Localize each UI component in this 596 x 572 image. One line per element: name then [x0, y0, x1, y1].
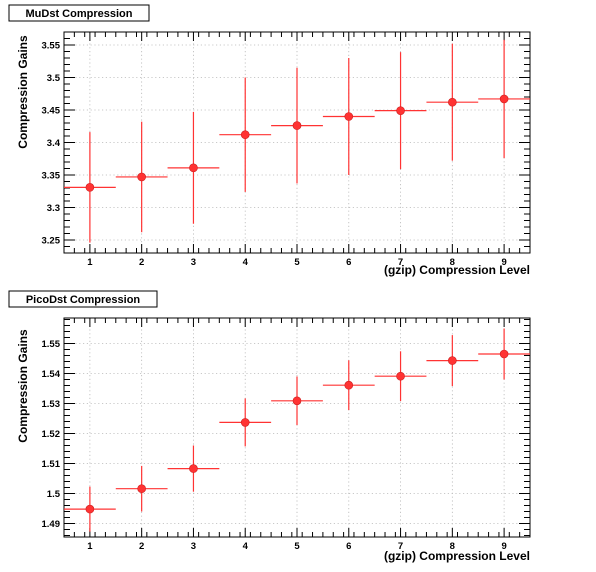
- mudst-compression-panel: 3.25 3.3 3.35 3.4 3.45 3.5 3.55 1 2 3 4 5 6 7 8 9 MuDs…: [8, 4, 531, 277]
- y-tick-label: 3.4: [47, 138, 61, 149]
- x-tick-label: 9: [501, 257, 506, 268]
- x-axis-title: (gzip) Compression Level: [384, 549, 530, 563]
- axis-ticks: [63, 31, 531, 253]
- y-tick-label: 1.54: [42, 369, 61, 380]
- x-tick-label: 8: [450, 541, 455, 552]
- y-tick-label: 1.53: [42, 399, 61, 410]
- data-point: [189, 163, 198, 173]
- data-point: [240, 130, 250, 139]
- chart-title: MuDst Compression: [26, 8, 133, 20]
- data-point: [448, 356, 457, 365]
- y-tick-label: 3.55: [42, 41, 61, 52]
- data-point: [137, 172, 146, 182]
- y-tick-label: 3.5: [47, 73, 61, 84]
- data-point: [292, 121, 302, 130]
- y-axis-title: Compression Gains: [16, 35, 30, 149]
- data-point: [137, 484, 146, 494]
- data-point: [344, 380, 354, 390]
- x-tick-label: 3: [191, 257, 196, 268]
- x-tick-label: 4: [243, 257, 249, 268]
- x-tick-label: 1: [87, 541, 93, 552]
- picodst-compression-panel: 1.49 1.5 1.51 1.52 1.53 1.54 1.55 1 2 3 4 5 6 7 8 9 Pi…: [8, 290, 531, 563]
- data-point: [396, 371, 405, 381]
- data-points: [64, 39, 530, 243]
- x-tick-label: 4: [243, 541, 249, 552]
- data-point: [292, 396, 302, 406]
- axis-ticks: [63, 318, 531, 537]
- x-tick-label: 6: [346, 541, 351, 552]
- x-tick-label: 5: [294, 257, 300, 268]
- chart-title: PicoDst Compression: [26, 294, 141, 306]
- data-point: [448, 97, 457, 107]
- data-point: [240, 418, 250, 427]
- chart-title-box: [8, 4, 150, 22]
- x-tick-label: 8: [450, 257, 455, 268]
- x-tick-labels: 1 2 3 4 5 6 7 8 9: [87, 257, 507, 268]
- y-tick-label: 3.35: [42, 171, 61, 182]
- x-tick-label: 3: [191, 541, 196, 552]
- x-tick-label: 1: [87, 257, 93, 268]
- data-point: [499, 94, 509, 104]
- x-tick-label: 9: [501, 541, 506, 552]
- y-tick-label: 1.52: [42, 429, 61, 440]
- y-tick-label: 3.3: [47, 203, 60, 214]
- data-points: [64, 328, 530, 532]
- y-tick-label: 3.45: [42, 106, 61, 117]
- y-tick-label: 1.51: [42, 459, 61, 470]
- y-tick-labels: 3.25 3.3 3.35 3.4 3.45 3.5 3.55: [42, 41, 61, 247]
- x-tick-label: 2: [139, 257, 144, 268]
- grid-lines: [64, 318, 530, 537]
- data-point: [344, 112, 354, 121]
- x-tick-label: 7: [398, 541, 403, 552]
- x-axis-title: (gzip) Compression Level: [384, 263, 530, 277]
- data-point: [85, 504, 95, 514]
- x-tick-label: 7: [398, 257, 403, 268]
- y-tick-label: 3.25: [42, 236, 61, 247]
- plot-frame: [63, 317, 531, 538]
- y-tick-labels: 1.49 1.5 1.51 1.52 1.53 1.54 1.55: [42, 339, 61, 530]
- x-tick-labels: 1 2 3 4 5 6 7 8 9: [87, 541, 507, 552]
- y-tick-label: 1.55: [42, 339, 61, 350]
- data-point: [499, 349, 509, 359]
- chart-title-box: [8, 290, 158, 308]
- data-point: [396, 106, 405, 115]
- data-point: [189, 464, 198, 473]
- data-point: [85, 183, 95, 192]
- y-tick-label: 1.5: [47, 489, 61, 500]
- x-tick-label: 2: [139, 541, 144, 552]
- y-axis-title: Compression Gains: [16, 329, 30, 443]
- y-tick-label: 1.49: [42, 519, 61, 530]
- x-tick-label: 6: [346, 257, 351, 268]
- x-tick-label: 5: [294, 541, 300, 552]
